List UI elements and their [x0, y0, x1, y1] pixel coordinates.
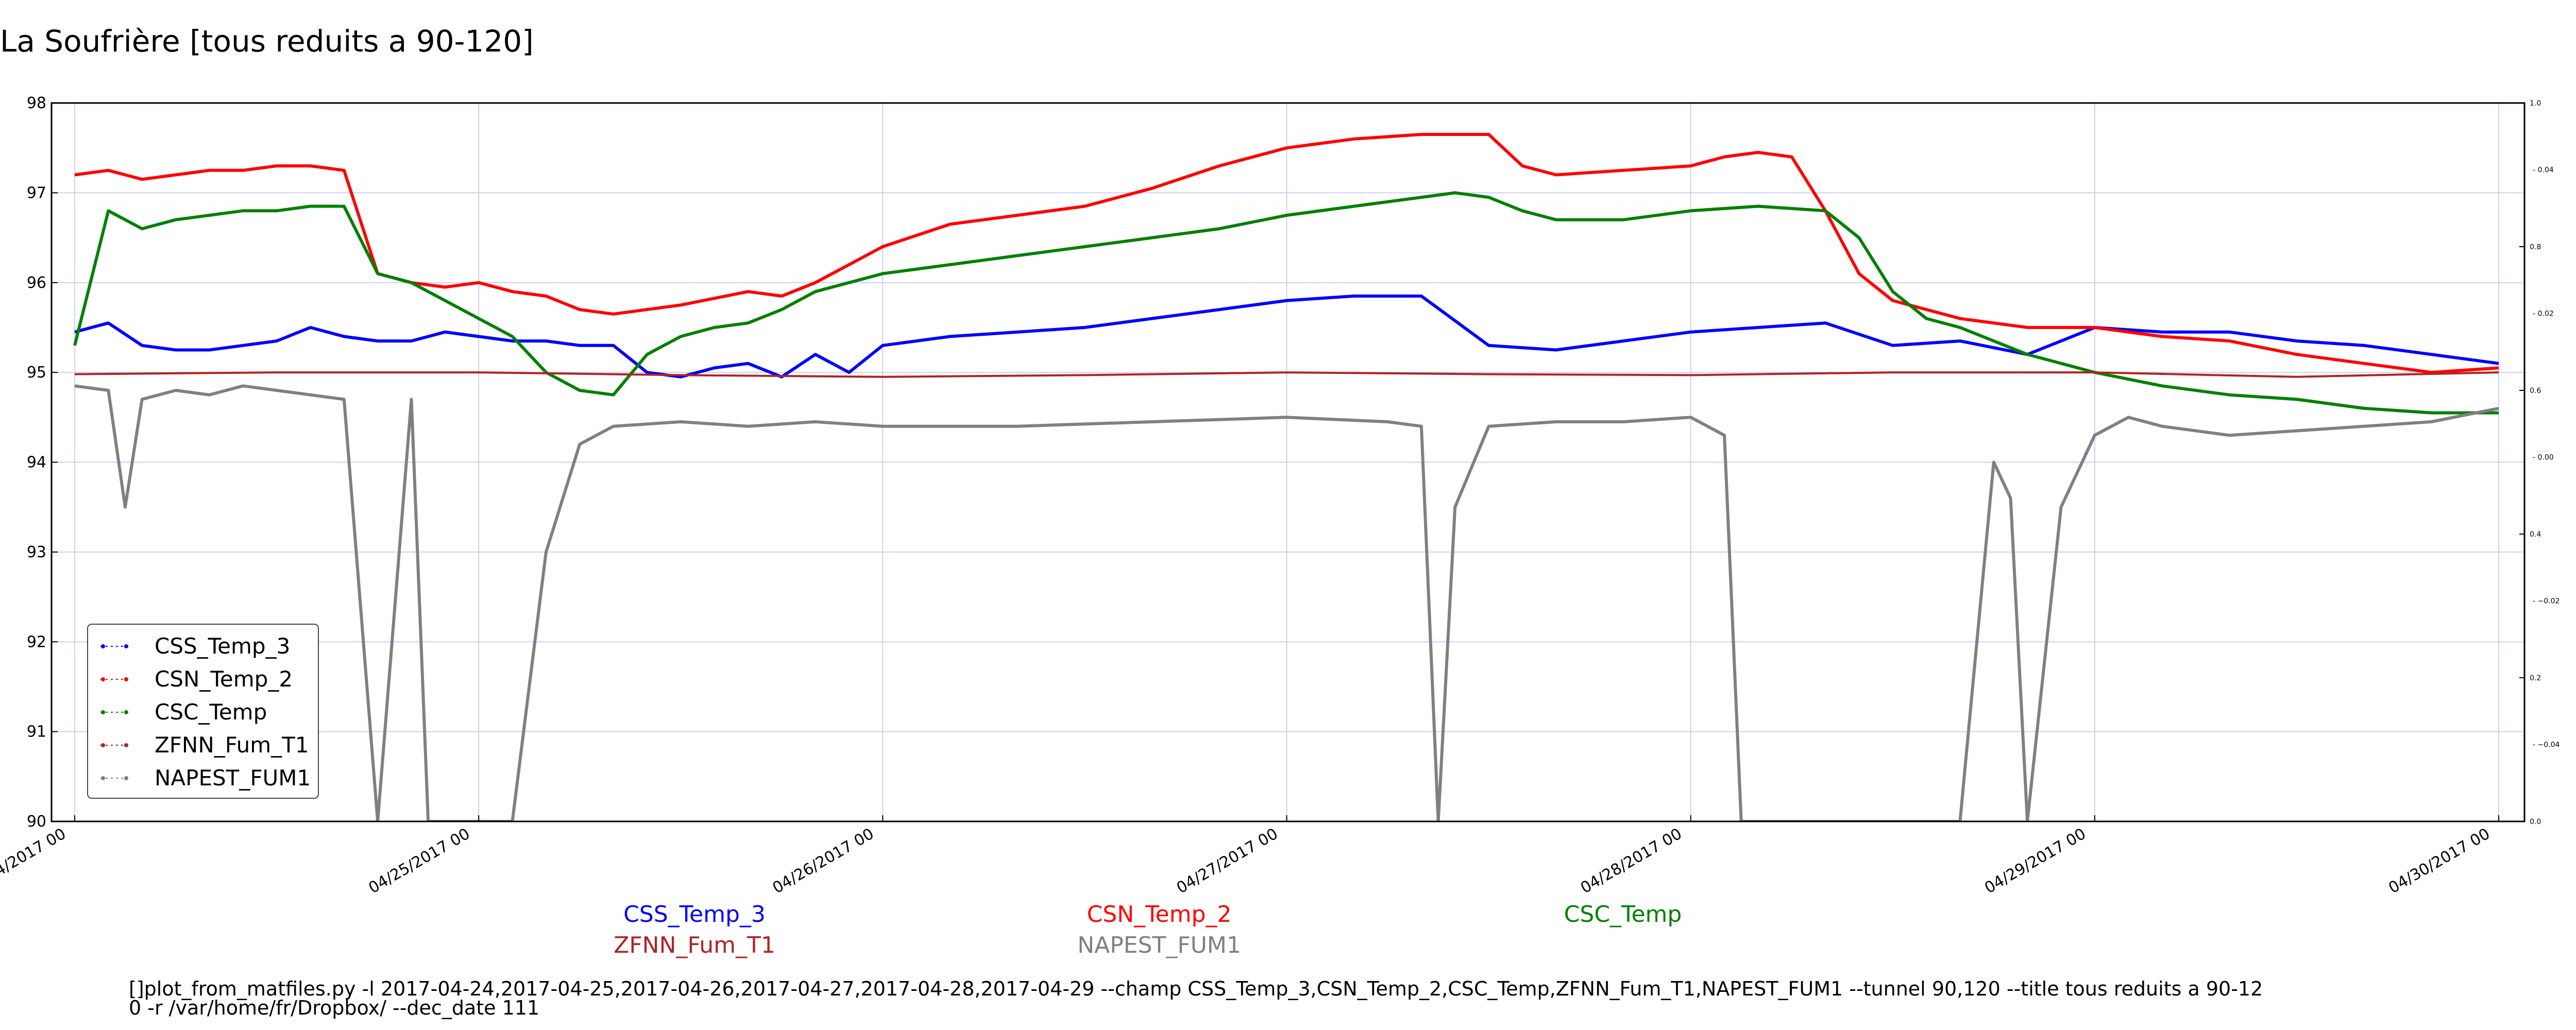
series-name-labels: CSS_Temp_3 CSN_Temp_2 CSC_Temp ZFNN_Fum_T1 N… — [614, 901, 1682, 958]
legend-box — [87, 624, 319, 799]
series-name-label: NAPEST_FUM1 — [1077, 932, 1241, 958]
y2-tick-label: 0.8 — [2530, 243, 2541, 251]
y2-axis-ticks: 0.0 0.2 0.4 0.6 0.8 1.0 - −0.04 - −0.02 - 0.00 - … — [2519, 99, 2560, 826]
y2-tick-label: 0.6 — [2530, 387, 2541, 395]
y2-tick-label: 1.0 — [2530, 99, 2541, 108]
y-tick-label: 95 — [27, 364, 46, 382]
x-tick-label: 04/25/2017 00 — [366, 825, 473, 898]
series-line-css-temp-3 — [74, 294, 2499, 379]
series-line-napest-fum1 — [74, 384, 2499, 821]
legend-marker — [101, 644, 105, 648]
legend-label: ZFNN_Fum_T1 — [155, 732, 309, 758]
y2-tick-label: 0.0 — [2530, 818, 2541, 826]
footer-command-line-1: []plot_from_matfiles.py -l 2017-04-24,20… — [129, 977, 2263, 1000]
y2b-tick-label: - 0.04 — [2533, 166, 2554, 175]
legend: CSS_Temp_3 CSN_Temp_2 CSC_Temp ZFNN_Fum_T1 N… — [87, 624, 319, 799]
series-line-zfnn-fum-t1 — [74, 371, 2499, 378]
y2b-tick-label: - −0.04 — [2533, 741, 2560, 749]
legend-marker — [101, 776, 105, 780]
legend-marker — [124, 644, 128, 648]
x-tick-label: 04/28/2017 00 — [1578, 825, 1685, 898]
series-name-label: CSN_Temp_2 — [1087, 901, 1232, 928]
series-name-label: CSS_Temp_3 — [623, 901, 766, 928]
series-lines — [73, 133, 2499, 821]
y2b-tick-label: - −0.02 — [2533, 597, 2560, 606]
footer-command-line-2: 0 -r /var/home/fr/Dropbox/ --dec_date 11… — [129, 997, 539, 1019]
series-name-label: CSC_Temp — [1564, 901, 1682, 928]
y2-tick-label: 0.2 — [2530, 674, 2541, 682]
y-axis-ticks: 90 91 92 93 94 95 96 97 98 — [27, 94, 58, 831]
series-line-csn-temp-2 — [74, 133, 2499, 374]
legend-label: CSC_Temp — [155, 699, 267, 725]
y-tick-label: 93 — [27, 543, 46, 561]
x-tick-label: 04/29/2017 00 — [1981, 825, 2089, 898]
y2-tick-label: 0.4 — [2530, 530, 2541, 539]
x-tick-label: 04/30/2017 00 — [2385, 825, 2493, 898]
legend-marker — [124, 776, 128, 780]
y-tick-label: 90 — [27, 813, 46, 831]
y-tick-label: 91 — [27, 723, 46, 741]
chart-title: La Soufrière [tous reduits a 90-120] — [0, 24, 534, 59]
x-tick-label: 04/27/2017 00 — [1174, 825, 1281, 898]
legend-marker — [124, 743, 128, 747]
y-tick-label: 92 — [27, 633, 46, 651]
y-tick-label: 98 — [27, 94, 46, 112]
y-tick-label: 97 — [27, 184, 46, 202]
legend-label: CSS_Temp_3 — [155, 633, 290, 659]
x-tick-label: 04/26/2017 00 — [770, 825, 877, 898]
x-tick-label: 04/24/2017 00 — [0, 825, 69, 898]
legend-marker — [101, 743, 105, 747]
legend-label: CSN_Temp_2 — [155, 666, 293, 692]
y-tick-label: 94 — [27, 454, 46, 472]
series-line-csc-temp — [73, 191, 2499, 415]
legend-marker — [101, 710, 105, 714]
y2b-tick-label: - 0.02 — [2533, 310, 2554, 318]
legend-marker — [101, 677, 105, 681]
legend-label: NAPEST_FUM1 — [155, 765, 311, 791]
series-name-label: ZFNN_Fum_T1 — [614, 932, 775, 958]
x-axis-ticks: 04/24/2017 00 04/25/2017 00 04/26/2017 00 0… — [0, 815, 2499, 897]
legend-marker — [124, 710, 128, 714]
legend-marker — [124, 677, 128, 681]
y-tick-label: 96 — [27, 274, 46, 292]
y2b-tick-label: - 0.00 — [2533, 454, 2554, 462]
